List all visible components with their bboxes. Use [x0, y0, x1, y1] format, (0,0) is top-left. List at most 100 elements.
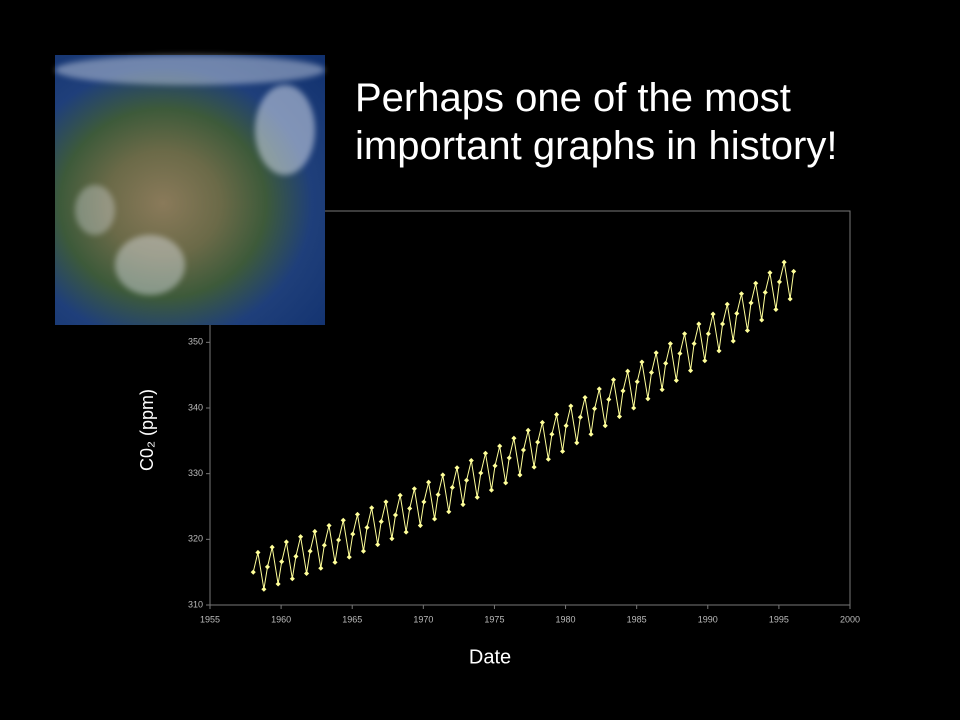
x-tick-label: 1975: [484, 614, 504, 624]
co2-point: [482, 450, 489, 456]
co2-point: [383, 499, 389, 505]
co2-point: [378, 519, 384, 525]
co2-point: [606, 396, 612, 403]
co2-point: [269, 544, 275, 550]
co2-point: [616, 413, 623, 420]
co2-point: [549, 431, 555, 437]
co2-point: [503, 480, 509, 486]
y-tick-label: 330: [188, 468, 203, 478]
co2-point: [332, 559, 338, 565]
co2-point: [293, 553, 299, 559]
y-tick-label: 310: [188, 599, 203, 609]
co2-point: [724, 301, 730, 307]
co2-point: [426, 479, 432, 485]
co2-point: [588, 431, 594, 437]
x-tick-label: 1965: [342, 614, 362, 624]
co2-point: [563, 423, 569, 429]
co2-point: [688, 368, 694, 374]
co2-point: [545, 456, 551, 462]
co2-point: [354, 511, 361, 517]
x-tick-label: 1985: [627, 614, 647, 624]
co2-point: [474, 494, 480, 500]
co2-point: [312, 528, 318, 534]
co2-point: [696, 321, 702, 327]
co2-point: [511, 435, 517, 441]
co2-point: [304, 570, 310, 577]
co2-point: [620, 388, 626, 394]
co2-point: [716, 348, 722, 354]
co2-point: [369, 505, 375, 511]
co2-point: [525, 427, 531, 433]
x-tick-label: 1960: [271, 614, 291, 624]
x-tick-label: 1980: [556, 614, 576, 624]
co2-point: [440, 472, 446, 478]
co2-point: [673, 377, 679, 383]
co2-point: [730, 338, 736, 344]
co2-point: [326, 522, 332, 529]
x-tick-label: 1990: [698, 614, 718, 624]
co2-point: [560, 448, 566, 454]
co2-point: [773, 306, 779, 313]
co2-point: [318, 565, 324, 571]
co2-line: [252, 262, 795, 590]
co2-point: [411, 486, 417, 492]
co2-point: [279, 559, 285, 565]
co2-point: [283, 539, 289, 545]
island-photo: [55, 55, 325, 325]
co2-point: [744, 327, 751, 334]
co2-point: [663, 360, 669, 366]
co2-point: [360, 548, 367, 554]
slide-title: Perhaps one of the most important graphs…: [355, 76, 838, 168]
co2-point: [781, 259, 787, 265]
co2-point: [582, 394, 588, 401]
co2-point: [539, 419, 545, 425]
co2-point: [397, 492, 403, 498]
co2-point: [753, 280, 759, 286]
co2-point: [767, 270, 773, 276]
co2-point: [610, 377, 617, 383]
x-tick-label: 1970: [413, 614, 433, 624]
co2-point: [787, 296, 793, 302]
co2-point: [602, 423, 608, 429]
co2-point: [517, 472, 523, 478]
co2-point: [677, 350, 683, 357]
co2-point: [321, 542, 327, 548]
co2-point: [255, 549, 261, 556]
co2-point: [478, 470, 484, 476]
co2-point: [691, 341, 697, 347]
y-axis-label: C0₂ (ppm): [137, 389, 157, 471]
co2-point: [762, 289, 768, 295]
co2-point: [702, 358, 708, 364]
co2-point: [759, 317, 765, 323]
co2-point: [596, 386, 602, 392]
co2-point: [275, 581, 281, 587]
co2-point: [497, 443, 503, 449]
co2-point: [625, 368, 631, 374]
co2-point: [298, 534, 304, 540]
co2-point: [577, 414, 583, 420]
co2-point: [667, 341, 673, 347]
co2-point: [264, 564, 271, 570]
co2-point: [446, 509, 452, 515]
co2-point: [468, 457, 474, 464]
co2-point: [592, 406, 598, 412]
x-tick-label: 2000: [840, 614, 860, 624]
co2-point: [634, 379, 640, 385]
co2-point: [389, 536, 395, 542]
x-tick-label: 1995: [769, 614, 789, 624]
co2-point: [364, 524, 370, 531]
co2-point: [653, 350, 659, 356]
co2-point: [568, 403, 574, 409]
co2-point: [340, 517, 346, 523]
co2-point: [659, 387, 665, 393]
co2-point: [250, 569, 256, 575]
co2-point: [460, 501, 466, 508]
co2-point: [682, 331, 688, 337]
co2-point: [648, 369, 655, 376]
co2-point: [574, 440, 580, 446]
y-tick-label: 340: [188, 402, 203, 412]
co2-point: [435, 492, 441, 498]
co2-point: [464, 477, 470, 483]
co2-point: [350, 531, 356, 537]
